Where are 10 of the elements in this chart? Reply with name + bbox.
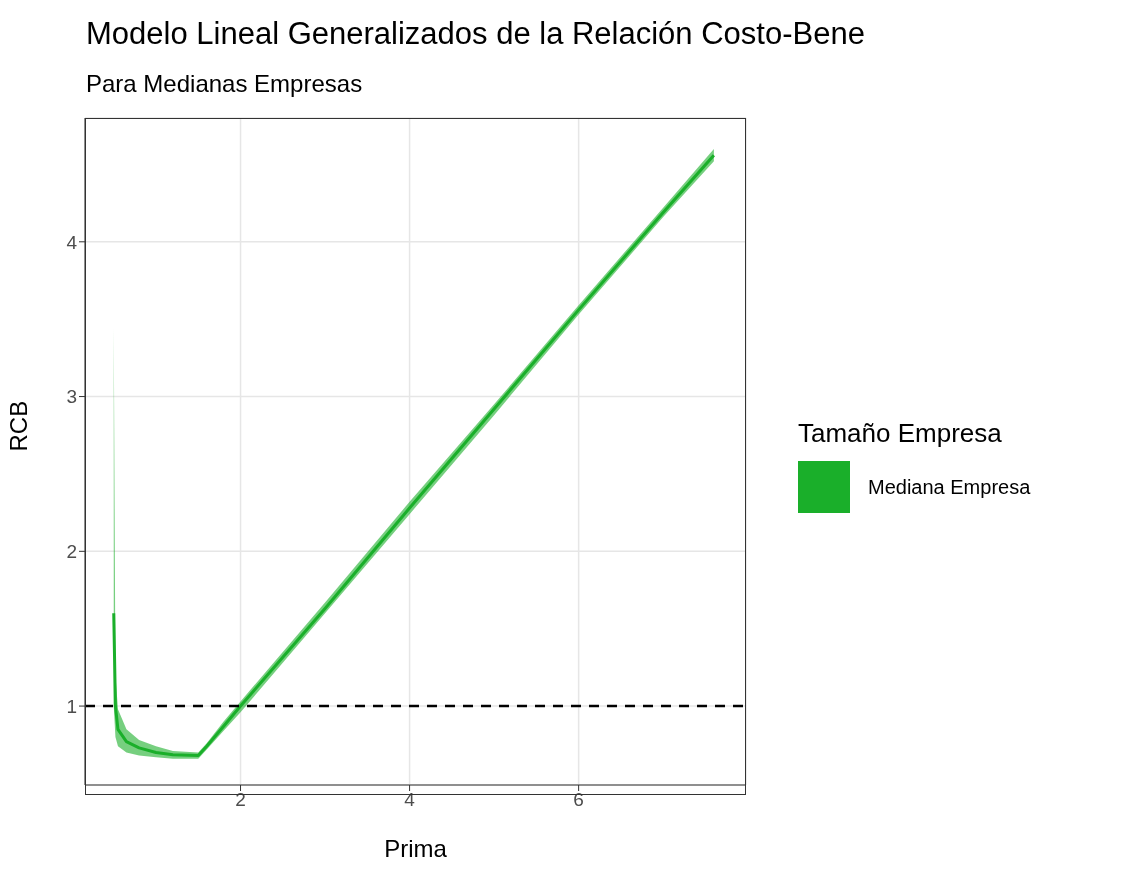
chart-subtitle: Para Medianas Empresas [86,70,363,98]
y-tick-label: 2 [66,541,77,563]
y-axis-title: RCB [4,400,32,452]
chart-title: Modelo Lineal Generalizados de la Relación Costo-Bene [86,16,865,52]
legend-title: Tamaño Empresa [798,418,1003,449]
text: Mediana Empresa [868,475,1031,499]
y-tick-label: 4 [66,231,78,253]
y-tick-label: 1 [66,695,77,717]
y-tick-label: 3 [66,386,77,408]
x-axis-title: Prima [384,835,448,862]
